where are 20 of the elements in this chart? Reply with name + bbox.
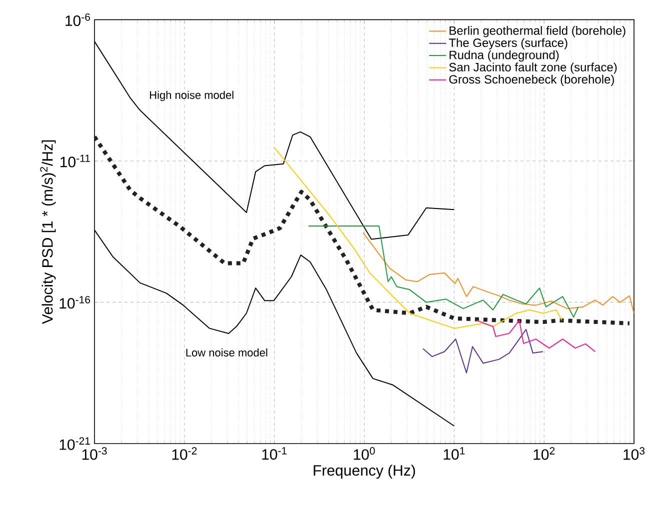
- legend-label: Rudna (undeground): [450, 50, 559, 62]
- legend-label: Gross Schoenebeck (borehole): [449, 74, 614, 86]
- y-tick-label: 10$^{-21}$: [60, 437, 90, 450]
- x-tick-label: 10$^{2}$: [534, 447, 555, 460]
- annotation: Low noise model: [186, 348, 268, 357]
- legend-label: Berlin geothermal field (borehole): [450, 26, 626, 38]
- x-tick-label: 10$^{1}$: [444, 447, 465, 460]
- x-axis-title: Frequency (Hz): [314, 464, 415, 479]
- y-tick-label: 10$^{-11}$: [60, 154, 90, 168]
- legend-label: The Geysers (surface): [448, 38, 568, 50]
- y-axis-title: Velocity PSD [1 * (m/s)$^{2}$/Hz]: [40, 140, 56, 324]
- legend-label: San Jacinto fault zone (surface): [449, 62, 617, 74]
- x-tick-label: 10$^{0}$: [354, 447, 375, 460]
- x-tick-label: 10$^{-3}$: [82, 447, 107, 460]
- annotation: High noise model: [150, 90, 234, 102]
- y-tick-label: 10$^{-6}$: [66, 13, 90, 26]
- y-tick-label: 10$^{-16}$: [60, 296, 90, 309]
- x-tick-label: 10$^{-2}$: [172, 447, 197, 460]
- x-tick-label: 10$^{3}$: [624, 447, 645, 460]
- x-tick-label: 10$^{-1}$: [262, 447, 287, 460]
